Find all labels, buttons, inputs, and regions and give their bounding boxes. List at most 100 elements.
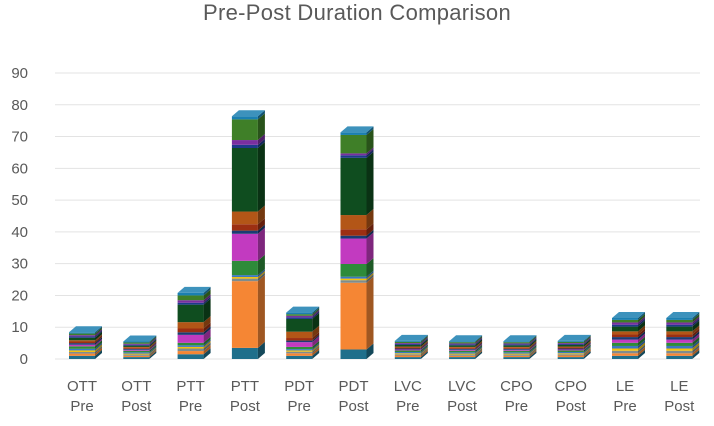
x-tick-label: PDT xyxy=(284,378,314,395)
bar-segment xyxy=(557,350,584,353)
bar-segment-side xyxy=(95,344,102,353)
bar-segment xyxy=(666,350,693,354)
bar-segment xyxy=(666,322,693,325)
bar-segment-side xyxy=(529,335,537,343)
bar-segment xyxy=(286,342,313,347)
bar-segment xyxy=(69,337,95,341)
y-tick-label: 30 xyxy=(11,256,28,273)
bar-segment xyxy=(557,349,584,351)
bar-segment xyxy=(231,281,258,348)
bar-segment-side xyxy=(149,340,157,348)
bar-segment xyxy=(449,345,476,347)
bar-segment-side xyxy=(312,308,320,316)
x-tick-label: Pre xyxy=(179,398,202,415)
bar-segment-side xyxy=(95,338,102,347)
bar-segment xyxy=(557,345,584,347)
bar-segment-side xyxy=(257,138,265,148)
bar-top-face xyxy=(612,312,645,319)
bar-segment xyxy=(557,354,584,356)
bar-segment xyxy=(612,355,638,359)
bar-segment xyxy=(612,342,638,346)
bar-segment xyxy=(666,318,693,320)
bar-segment xyxy=(231,278,258,282)
bar-segment-side xyxy=(312,347,320,356)
bar-segment xyxy=(340,157,367,216)
bar-segment-side xyxy=(638,349,645,359)
bar-segment xyxy=(340,238,367,264)
bar-segment xyxy=(340,134,367,154)
y-tick-label: 60 xyxy=(11,160,28,177)
bar-segment-side xyxy=(692,316,700,325)
bar-segment-side xyxy=(95,327,102,336)
bar-top-face xyxy=(394,334,428,341)
bar-segment-side xyxy=(583,349,591,358)
bar-segment xyxy=(123,355,150,358)
bar-segment-side xyxy=(149,337,157,345)
bar-segment-side xyxy=(366,229,374,239)
bar-segment-side xyxy=(583,342,591,350)
bar-segment xyxy=(231,116,258,120)
bar-segment-side xyxy=(475,349,483,358)
bar-top-face xyxy=(557,334,591,341)
bar-segment-side xyxy=(692,347,700,356)
bar-segment-side xyxy=(529,346,537,354)
bar-segment xyxy=(286,331,313,339)
bar-segment xyxy=(286,355,313,359)
bar-segment-side xyxy=(95,329,102,337)
bar-segment xyxy=(557,355,584,358)
bar-top-face xyxy=(449,335,483,342)
bar-segment-side xyxy=(257,341,265,359)
bar-segment-side xyxy=(638,344,645,354)
bar-segment-side xyxy=(529,349,537,358)
bar-segment xyxy=(340,229,367,236)
bar-segment xyxy=(503,346,530,348)
bar-segment xyxy=(394,346,421,348)
bar-segment-side xyxy=(475,342,483,350)
bar-segment xyxy=(69,344,95,347)
bar-segment-side xyxy=(692,349,700,359)
bar-segment xyxy=(340,280,367,283)
bar-segment xyxy=(340,155,367,158)
bar-segment xyxy=(449,355,476,358)
x-tick-label: Post xyxy=(230,398,261,415)
bar-segment-side xyxy=(583,337,591,345)
bar-top-face xyxy=(340,126,374,133)
bar-segment-side xyxy=(692,339,700,349)
bar-segment-side xyxy=(149,344,157,353)
bar-segment xyxy=(394,352,421,354)
bar-segment-side xyxy=(312,325,320,339)
bar-segment-side xyxy=(583,347,591,355)
bar-segment xyxy=(340,282,367,350)
bar-segment-side xyxy=(203,345,211,355)
bar-segment-side xyxy=(583,348,591,356)
bar-segment xyxy=(286,346,313,350)
bar-segment-side xyxy=(420,340,428,348)
bar-segment xyxy=(394,353,421,355)
bar-segment-side xyxy=(312,309,320,318)
bar-segment-side xyxy=(529,340,537,348)
bar-segment-side xyxy=(366,270,374,279)
bar-segment-side xyxy=(420,346,428,354)
bar-top-face xyxy=(69,326,102,333)
bar-segment-side xyxy=(203,296,211,305)
bar-segment-side xyxy=(312,312,320,332)
bar-segment xyxy=(69,348,95,351)
bar-segment-side xyxy=(583,338,591,346)
bar-segment xyxy=(286,350,313,352)
bar-segment-side xyxy=(638,336,645,346)
bar-segment-side xyxy=(583,351,591,359)
bar-segment xyxy=(666,331,693,335)
bar-segment xyxy=(394,350,421,353)
bar-segment xyxy=(69,340,95,342)
y-tick-label: 70 xyxy=(11,129,28,146)
bar-segment-side xyxy=(366,151,374,216)
bar-segment-side xyxy=(149,348,157,356)
bar-segment-side xyxy=(475,351,483,359)
bar-segment-side xyxy=(692,312,700,320)
x-tick-label: Pre xyxy=(288,398,311,415)
bar-segment-side xyxy=(420,339,428,347)
bar-segment-side xyxy=(583,341,591,349)
bar-segment xyxy=(449,352,476,354)
bar-segment xyxy=(503,355,530,358)
bar-segment-side xyxy=(529,343,537,351)
